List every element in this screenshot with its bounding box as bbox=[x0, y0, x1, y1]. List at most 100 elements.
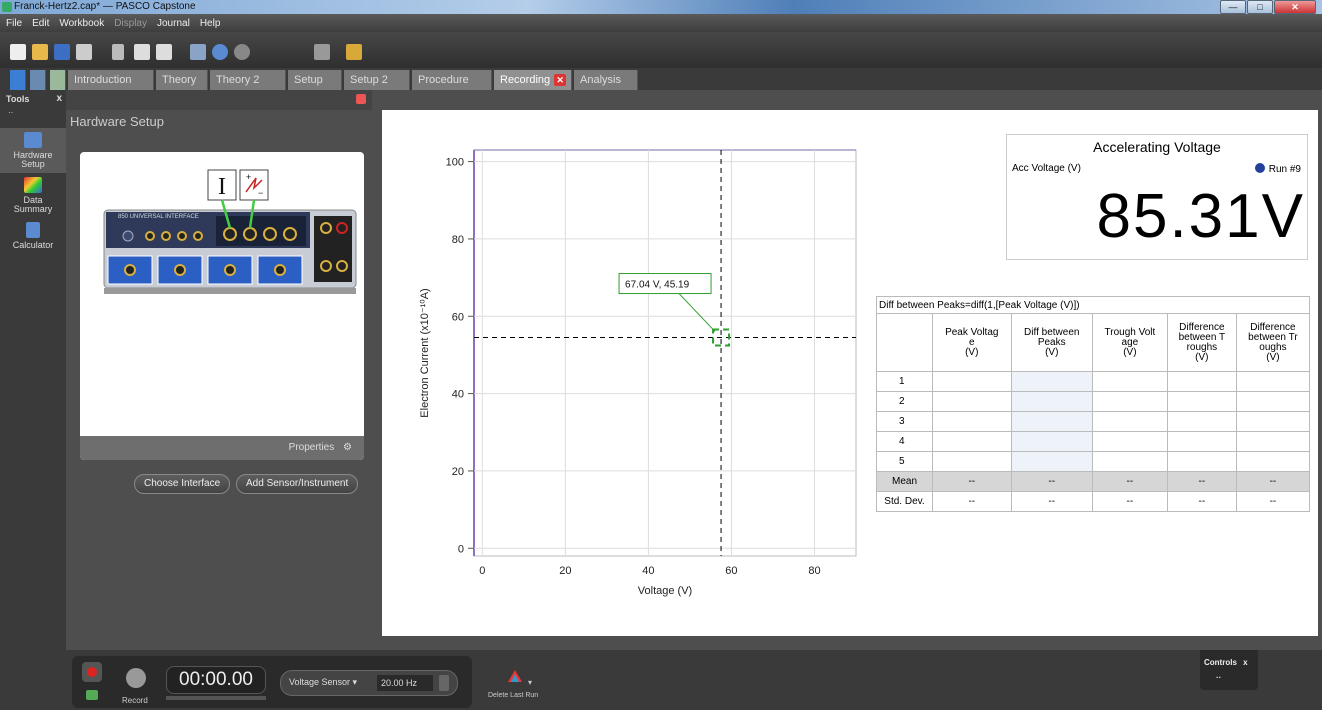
tool-calculator[interactable]: Calculator bbox=[0, 218, 66, 254]
table-row[interactable]: 4 bbox=[876, 431, 1311, 452]
menu-workbook[interactable]: Workbook bbox=[59, 17, 105, 29]
controls-tab: Controls x ·· bbox=[1200, 650, 1258, 690]
sample-rate-field[interactable]: 20.00 Hz bbox=[377, 675, 433, 691]
table-cell bbox=[1091, 371, 1168, 392]
table-icon[interactable] bbox=[50, 70, 66, 90]
tool-hardware-setup-label: Hardware Setup bbox=[13, 150, 53, 169]
calculator-icon bbox=[26, 222, 40, 238]
open-folder-icon[interactable] bbox=[32, 44, 48, 60]
table-row[interactable]: 2 bbox=[876, 391, 1311, 412]
page-icon[interactable] bbox=[10, 70, 26, 90]
tools-grip[interactable]: ·· bbox=[8, 108, 14, 117]
new-file-icon[interactable] bbox=[10, 44, 26, 60]
data-table[interactable]: Diff between Peaks=diff(1,[Peak Voltage … bbox=[876, 296, 1311, 512]
tab-theory[interactable]: Theory bbox=[156, 70, 208, 90]
std-dev-label: Std. Dev. bbox=[876, 491, 933, 512]
print-icon[interactable] bbox=[76, 44, 92, 60]
maximize-button[interactable]: □ bbox=[1247, 0, 1273, 14]
tab-recording[interactable]: Recording ✕ bbox=[494, 70, 572, 90]
tools-close-icon[interactable]: x bbox=[56, 93, 62, 104]
table-cell bbox=[1166, 411, 1237, 432]
hardware-setup-title: Hardware Setup bbox=[70, 114, 164, 129]
controls-grip[interactable]: ·· bbox=[1216, 673, 1222, 682]
table-cell bbox=[1166, 451, 1237, 472]
paste-icon[interactable] bbox=[156, 44, 172, 60]
menu-bar: File Edit Workbook Display Journal Help bbox=[0, 14, 1322, 32]
table-cell bbox=[1091, 431, 1168, 452]
cut-icon[interactable] bbox=[112, 44, 124, 60]
digits-measurement-label[interactable]: Acc Voltage (V) bbox=[1012, 163, 1081, 174]
y-tick-label: 40 bbox=[452, 389, 464, 401]
table-cell bbox=[932, 431, 1012, 452]
std-dev-cell: -- bbox=[1091, 491, 1168, 512]
table-cell bbox=[1010, 411, 1093, 432]
redo-icon[interactable] bbox=[234, 44, 250, 60]
tab-setup-2[interactable]: Setup 2 bbox=[344, 70, 410, 90]
mean-cell: -- bbox=[1235, 471, 1311, 492]
sample-rate-stepper[interactable] bbox=[439, 675, 449, 691]
table-cell bbox=[1010, 451, 1093, 472]
table-cell bbox=[1166, 371, 1237, 392]
digits-display[interactable]: Accelerating Voltage Acc Voltage (V) Run… bbox=[1006, 134, 1308, 260]
gear-icon[interactable] bbox=[30, 70, 46, 90]
run-label: Run #9 bbox=[1268, 164, 1301, 175]
choose-interface-button[interactable]: Choose Interface bbox=[134, 474, 231, 494]
column-header-diff-peaks[interactable]: Diff between Peaks (V) bbox=[1010, 313, 1093, 372]
controls-close-icon[interactable]: x bbox=[1243, 658, 1248, 667]
svg-text:−: − bbox=[258, 188, 263, 198]
sensor-selector[interactable]: Voltage Sensor ▾ bbox=[289, 677, 358, 687]
minimize-button[interactable]: — bbox=[1220, 0, 1246, 14]
tab-procedure[interactable]: Procedure bbox=[412, 70, 492, 90]
close-button[interactable]: ✕ bbox=[1274, 0, 1316, 14]
table-cell bbox=[1091, 451, 1168, 472]
tab-setup[interactable]: Setup bbox=[288, 70, 342, 90]
record-controls: Record 00:00.00 Voltage Sensor ▾ 20.00 H… bbox=[72, 656, 472, 708]
undo-icon[interactable] bbox=[212, 44, 228, 60]
column-header-diff-troughs-2[interactable]: Difference between Tr oughs (V) bbox=[1235, 313, 1311, 372]
menu-journal[interactable]: Journal bbox=[157, 17, 190, 29]
copy-icon[interactable] bbox=[134, 44, 150, 60]
journal-icon[interactable] bbox=[346, 44, 362, 60]
save-icon[interactable] bbox=[54, 44, 70, 60]
table-row[interactable]: 3 bbox=[876, 411, 1311, 432]
table-row[interactable]: 5 bbox=[876, 451, 1311, 472]
pin-icon[interactable] bbox=[356, 94, 366, 104]
table-row[interactable]: 1 bbox=[876, 371, 1311, 392]
delete-last-run-icon[interactable] bbox=[508, 670, 522, 682]
menu-help[interactable]: Help bbox=[199, 17, 221, 29]
tool-data-summary[interactable]: Data Summary bbox=[0, 173, 66, 218]
plot-area bbox=[473, 149, 857, 557]
menu-edit[interactable]: Edit bbox=[32, 17, 50, 29]
current-sensor-symbol: I bbox=[218, 174, 226, 200]
y-tick-label: 60 bbox=[452, 311, 464, 323]
tool-hardware-setup[interactable]: Hardware Setup bbox=[0, 128, 66, 173]
delete-run-dropdown-icon[interactable]: ▾ bbox=[528, 678, 533, 687]
table-cell bbox=[1091, 391, 1168, 412]
record-mode-icon[interactable] bbox=[82, 662, 102, 682]
tab-theory-2[interactable]: Theory 2 bbox=[210, 70, 286, 90]
tab-analysis[interactable]: Analysis bbox=[574, 70, 638, 90]
tools-palette: Tools x ·· Hardware Setup Data Summary C… bbox=[0, 90, 66, 650]
properties-button[interactable]: Properties ⚙ bbox=[80, 436, 364, 460]
tab-introduction[interactable]: Introduction bbox=[68, 70, 154, 90]
column-header-trough-voltage[interactable]: Trough Volt age (V) bbox=[1091, 313, 1168, 372]
mean-row: Mean -- -- -- -- -- bbox=[876, 471, 1311, 492]
graph[interactable]: 0 20 40 60 80 0 20 40 60 80 100 Electron Current … bbox=[402, 130, 872, 630]
delete-icon[interactable] bbox=[190, 44, 206, 60]
page-canvas: 0 20 40 60 80 0 20 40 60 80 100 Electron Current … bbox=[382, 110, 1318, 636]
table-cell bbox=[1010, 391, 1093, 412]
record-button[interactable] bbox=[126, 668, 146, 688]
table-cell bbox=[1166, 391, 1237, 412]
data-mode-icon[interactable] bbox=[86, 690, 98, 700]
camera-icon[interactable] bbox=[314, 44, 330, 60]
menu-display[interactable]: Display bbox=[114, 17, 147, 29]
run-indicator[interactable]: Run #9 bbox=[1254, 163, 1301, 175]
delete-last-run-label: Delete Last Run bbox=[488, 692, 539, 699]
add-sensor-button[interactable]: Add Sensor/Instrument bbox=[236, 474, 359, 494]
table-caption: Diff between Peaks=diff(1,[Peak Voltage … bbox=[876, 296, 1310, 314]
table-cell bbox=[1010, 371, 1093, 392]
column-header-peak-voltage[interactable]: Peak Voltag e (V) bbox=[932, 313, 1012, 372]
tab-close-icon[interactable]: ✕ bbox=[554, 74, 567, 86]
menu-file[interactable]: File bbox=[6, 17, 23, 29]
